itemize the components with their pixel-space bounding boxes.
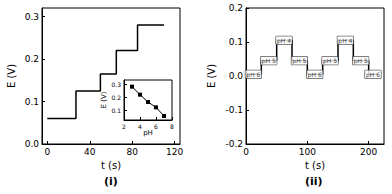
svg-text:(ii): (ii) <box>305 175 323 188</box>
svg-text:pH 4: pH 4 <box>338 37 352 45</box>
svg-text:pH 6: pH 6 <box>246 71 260 79</box>
svg-text:8: 8 <box>170 123 174 130</box>
svg-text:200: 200 <box>360 147 377 157</box>
svg-text:0: 0 <box>44 147 50 157</box>
svg-text:0.0: 0.0 <box>25 139 40 149</box>
svg-text:-0.1: -0.1 <box>225 105 243 115</box>
svg-text:100: 100 <box>299 147 316 157</box>
svg-text:t (s): t (s) <box>101 160 121 171</box>
svg-text:pH: pH <box>143 129 153 137</box>
svg-text:0.3: 0.3 <box>25 12 39 22</box>
svg-text:0.2: 0.2 <box>229 3 243 13</box>
svg-text:6: 6 <box>154 123 158 130</box>
svg-text:E (V): E (V) <box>6 64 17 88</box>
svg-text:pH 5: pH 5 <box>354 57 368 65</box>
svg-text:2: 2 <box>122 123 126 130</box>
svg-text:0.3: 0.3 <box>111 81 121 88</box>
svg-text:0.2: 0.2 <box>25 54 39 64</box>
svg-text:40: 40 <box>84 147 96 157</box>
svg-text:0.2: 0.2 <box>111 94 121 101</box>
svg-text:pH 5: pH 5 <box>292 57 306 65</box>
svg-text:(i): (i) <box>104 175 118 188</box>
svg-text:0: 0 <box>243 147 249 157</box>
svg-text:0.1: 0.1 <box>229 37 243 47</box>
svg-text:pH 4: pH 4 <box>277 37 291 45</box>
svg-text:4: 4 <box>138 123 142 130</box>
svg-text:0.1: 0.1 <box>25 97 39 107</box>
svg-text:0.1: 0.1 <box>111 107 121 114</box>
svg-text:80: 80 <box>127 147 139 157</box>
svg-text:pH 6: pH 6 <box>308 71 322 79</box>
svg-text:pH 5: pH 5 <box>262 57 276 65</box>
svg-text:0.0: 0.0 <box>229 71 244 81</box>
svg-text:E (V): E (V) <box>100 91 108 108</box>
svg-text:pH 6: pH 6 <box>366 71 380 79</box>
svg-text:-0.2: -0.2 <box>225 139 243 149</box>
svg-text:E (V): E (V) <box>206 64 217 88</box>
svg-text:t (s): t (s) <box>305 160 325 171</box>
svg-text:pH 5: pH 5 <box>323 57 337 65</box>
svg-text:120: 120 <box>166 147 183 157</box>
